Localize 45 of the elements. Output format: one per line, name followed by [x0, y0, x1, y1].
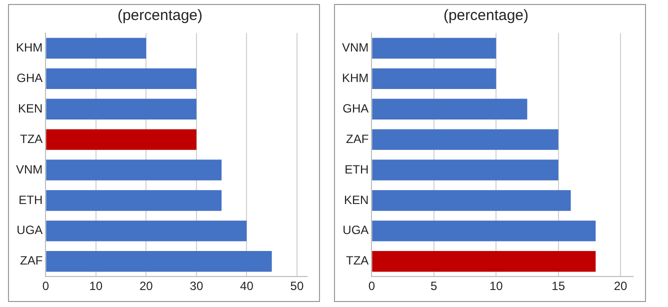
bar [372, 251, 596, 272]
y-tick-label: ZAF [20, 254, 43, 268]
x-tick-label: 0 [368, 279, 376, 294]
y-tick-label: GHA [342, 101, 369, 116]
x-tick-label: 30 [190, 279, 204, 294]
bar [372, 190, 571, 211]
x-tick-label: 15 [552, 279, 566, 294]
x-tick-label: 10 [89, 279, 103, 294]
y-tick-label: ETH [344, 162, 369, 176]
y-tick-label: VNM [342, 40, 369, 55]
x-tick-label: 20 [614, 279, 628, 294]
y-tick-label: KEN [18, 101, 43, 116]
bar [46, 251, 272, 272]
chart-title: (percentage) [117, 7, 203, 24]
x-tick-label: 20 [140, 279, 154, 294]
x-tick-label: 0 [42, 279, 50, 294]
bar [372, 68, 496, 90]
bar [46, 129, 196, 150]
y-tick-label: KHM [16, 40, 43, 55]
y-tick-label: ZAF [346, 132, 369, 146]
y-tick-label: UGA [16, 223, 43, 238]
bar [372, 98, 528, 120]
bar [46, 98, 196, 120]
y-tick-label: GHA [16, 70, 43, 85]
bar [372, 129, 558, 150]
y-tick-label: ETH [18, 192, 43, 207]
y-tick-label: VNM [16, 162, 43, 176]
bar [46, 190, 222, 211]
bar [46, 68, 196, 90]
chart-title: (percentage) [443, 7, 529, 24]
y-tick-label: TZA [346, 254, 369, 268]
x-tick-label: 50 [290, 279, 304, 294]
y-tick-label: KHM [342, 70, 369, 85]
bar [372, 220, 596, 242]
y-tick-label: TZA [20, 132, 43, 146]
bar [372, 160, 558, 180]
y-tick-label: KEN [344, 192, 369, 207]
bar [46, 38, 146, 59]
bar [46, 220, 247, 242]
x-tick-label: 5 [430, 279, 438, 294]
x-tick-label: 40 [240, 279, 254, 294]
y-tick-label: UGA [342, 223, 369, 238]
bar [46, 160, 222, 180]
x-tick-label: 10 [489, 279, 504, 294]
bar [372, 38, 496, 59]
